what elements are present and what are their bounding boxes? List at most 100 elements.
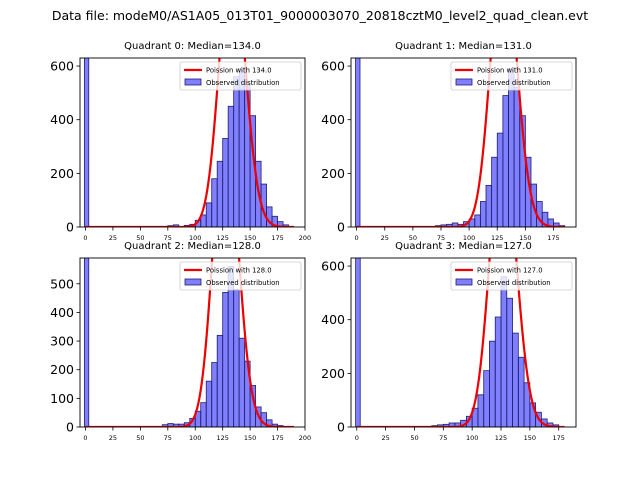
legend-hist-swatch — [455, 78, 473, 86]
histogram-bar — [222, 138, 229, 227]
axes-frame — [350, 57, 577, 228]
histogram-bar — [477, 394, 485, 427]
x-tick-label: 125 — [495, 434, 507, 442]
plot-area — [355, 58, 566, 227]
histogram-bar — [513, 87, 521, 227]
x-tick-label: 75 — [437, 234, 445, 242]
x-tick-label: 150 — [244, 434, 256, 442]
x-tick-label: 100 — [463, 234, 475, 242]
legend-hist-swatch — [455, 278, 473, 286]
legend-fit-label: Poission with 134.0 — [206, 67, 272, 75]
legend-fit-label: Poission with 127.0 — [477, 267, 543, 275]
x-tick-label: 50 — [136, 234, 144, 242]
x-tick-label: 150 — [244, 234, 256, 242]
y-tick-label: 200 — [50, 166, 74, 181]
y-tick-label: 400 — [50, 305, 74, 320]
poisson-fit-line — [85, 58, 295, 227]
y-tick-label: 0 — [337, 420, 345, 435]
poisson-fit-line — [356, 58, 565, 227]
y-tick-label: 200 — [50, 362, 74, 377]
axes-frame — [350, 257, 577, 428]
x-tick-label: 25 — [109, 434, 117, 442]
histogram-bar — [216, 160, 224, 227]
histogram-bar — [489, 340, 496, 427]
x-tick-label: 200 — [299, 234, 311, 242]
x-tick-label: 150 — [519, 234, 531, 242]
plot-area — [83, 258, 295, 427]
legend-box — [179, 261, 302, 291]
x-tick-label: 125 — [216, 434, 228, 442]
histogram-bar-zero — [83, 58, 90, 227]
x-tick-label: 100 — [466, 434, 478, 442]
x-tick-label: 25 — [381, 234, 389, 242]
chart-title: Quadrant 1: Median=131.0 — [395, 41, 532, 52]
histogram-bar — [479, 201, 487, 227]
y-tick-label: 0 — [66, 220, 74, 235]
chart-title: Quadrant 0: Median=134.0 — [124, 41, 261, 52]
histogram-bar — [491, 156, 498, 227]
histogram-bar — [227, 266, 235, 427]
x-tick-label: 100 — [189, 434, 201, 442]
histogram-bar — [216, 334, 224, 427]
y-tick-label: 400 — [321, 312, 345, 327]
chart-quadrant-3: 0 25 50 75 100 125 150 175 0 200 400 600 Quadrant 3:… — [321, 241, 577, 442]
x-tick-label: 125 — [491, 234, 503, 242]
legend-hist-label: Observed distribution — [477, 279, 551, 287]
histogram-bar — [205, 202, 213, 227]
x-tick-label: 0 — [83, 234, 87, 242]
x-tick-label: 125 — [216, 234, 228, 242]
y-tick-label: 0 — [337, 220, 345, 235]
x-tick-label: 175 — [552, 434, 564, 442]
histogram-bar — [502, 95, 509, 227]
x-tick-label: 0 — [83, 434, 87, 442]
y-tick-label: 100 — [50, 391, 74, 406]
plot-area — [355, 258, 565, 427]
histogram-bar — [211, 362, 218, 427]
histogram-bar — [496, 132, 504, 227]
axes-frame — [79, 57, 306, 228]
histogram-bar — [238, 337, 246, 427]
histogram-bar — [485, 185, 493, 227]
histogram-bar-zero — [355, 258, 361, 427]
legend-hist-swatch — [184, 78, 202, 86]
legend-fit-label: Poission with 128.0 — [206, 267, 272, 275]
y-tick-label: 600 — [50, 59, 74, 74]
figure-title: Data file: modeM0/AS1A05_013T01_90000030… — [52, 8, 588, 23]
x-tick-label: 25 — [381, 434, 389, 442]
legend-box — [450, 61, 573, 91]
poisson-fit-line — [356, 258, 565, 427]
histogram-bar-zero — [83, 258, 90, 427]
histogram-bar — [200, 402, 207, 427]
legend: Poission with 131.0 Observed distribution — [450, 61, 573, 91]
histogram-bar — [227, 105, 235, 227]
histogram-bar — [508, 68, 515, 227]
y-tick-label: 200 — [321, 366, 345, 381]
histogram-bar — [494, 316, 502, 427]
plot-area — [83, 58, 295, 227]
y-tick-label: 400 — [321, 112, 345, 127]
chart-quadrant-0: 0 25 50 75 100 125 150 175 200 0 200 400 600 Quadrant… — [50, 41, 311, 242]
x-tick-label: 150 — [524, 434, 536, 442]
x-tick-label: 50 — [136, 434, 144, 442]
y-tick-label: 300 — [50, 334, 74, 349]
legend: Poission with 128.0 Observed distribution — [179, 261, 302, 291]
histogram-bar — [266, 419, 273, 427]
x-tick-label: 175 — [271, 234, 283, 242]
legend-box — [179, 61, 302, 91]
x-tick-label: 50 — [410, 434, 418, 442]
axes-frame — [79, 257, 306, 428]
histogram-bar — [517, 356, 525, 427]
legend-hist-swatch — [184, 278, 202, 286]
chart-quadrant-2: 0 25 50 75 100 125 150 175 200 0 100 200 300 400 500 Qu… — [50, 241, 311, 442]
x-tick-label: 175 — [547, 234, 559, 242]
histogram-bar — [553, 222, 560, 227]
legend: Poission with 127.0 Observed distribution — [450, 261, 573, 291]
y-tick-label: 600 — [321, 259, 345, 274]
histogram-bar — [238, 68, 246, 227]
histogram-bar — [222, 291, 229, 427]
x-tick-label: 200 — [299, 434, 311, 442]
legend-hist-label: Observed distribution — [206, 279, 280, 287]
legend-fit-label: Poission with 131.0 — [477, 67, 543, 75]
y-tick-label: 400 — [50, 112, 74, 127]
